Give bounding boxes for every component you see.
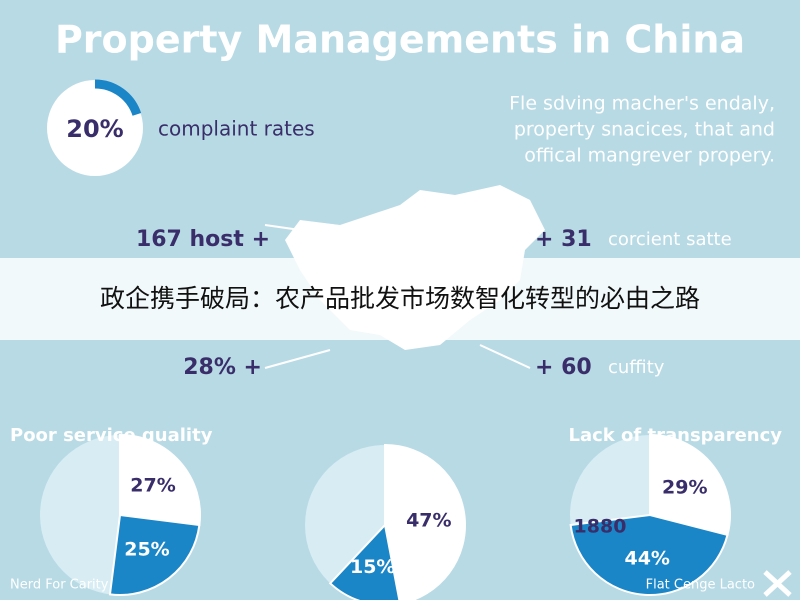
pie-label: 15% [350,556,395,578]
pie-label: 29% [662,477,707,499]
connector [264,349,331,369]
pie-slice [108,513,201,596]
pie-label: 44% [624,547,669,569]
title: Property Managements in China [55,18,745,62]
pie-title: Poor service quality [10,425,213,446]
logo [763,570,792,597]
stat-number: + 31 [535,227,592,252]
pie-label: 27% [130,474,175,496]
connector [499,224,531,239]
banner-text: 政企携手破局：农产品批发市场数智化转型的必由之路 [100,284,700,313]
description-line: Fle sdving macher's endaly, [509,93,775,115]
pie-slice [569,513,729,596]
footer-left: Nerd For Carity [10,578,109,593]
ring-base [47,80,143,176]
banner-band [0,258,800,340]
stat-label: corcient satte [608,229,732,250]
pie-slice [119,433,201,527]
pie-slice [649,433,731,537]
pie-title: Lack of transparency [569,425,783,446]
description-line: offical mangrever propery. [524,145,775,167]
footer-right: Flat Cenge Lacto [646,578,755,593]
stat: 28% + [183,355,262,380]
stat-number: + 60 [535,355,592,380]
connector [264,224,301,231]
pie-slice [384,443,466,600]
connector [479,344,531,369]
pie-label: 47% [406,509,451,531]
ring-value: 20% [66,115,123,143]
stat-label: cuffity [608,357,665,378]
pie-slice [328,522,401,600]
description-line: property snacices, that and [514,119,775,141]
pie-label: 25% [124,538,169,560]
pie-caption: 1880 [574,516,627,538]
ring-arc [94,79,142,116]
ring-label: complaint rates [158,117,315,141]
stat: 167 host + [136,227,270,252]
